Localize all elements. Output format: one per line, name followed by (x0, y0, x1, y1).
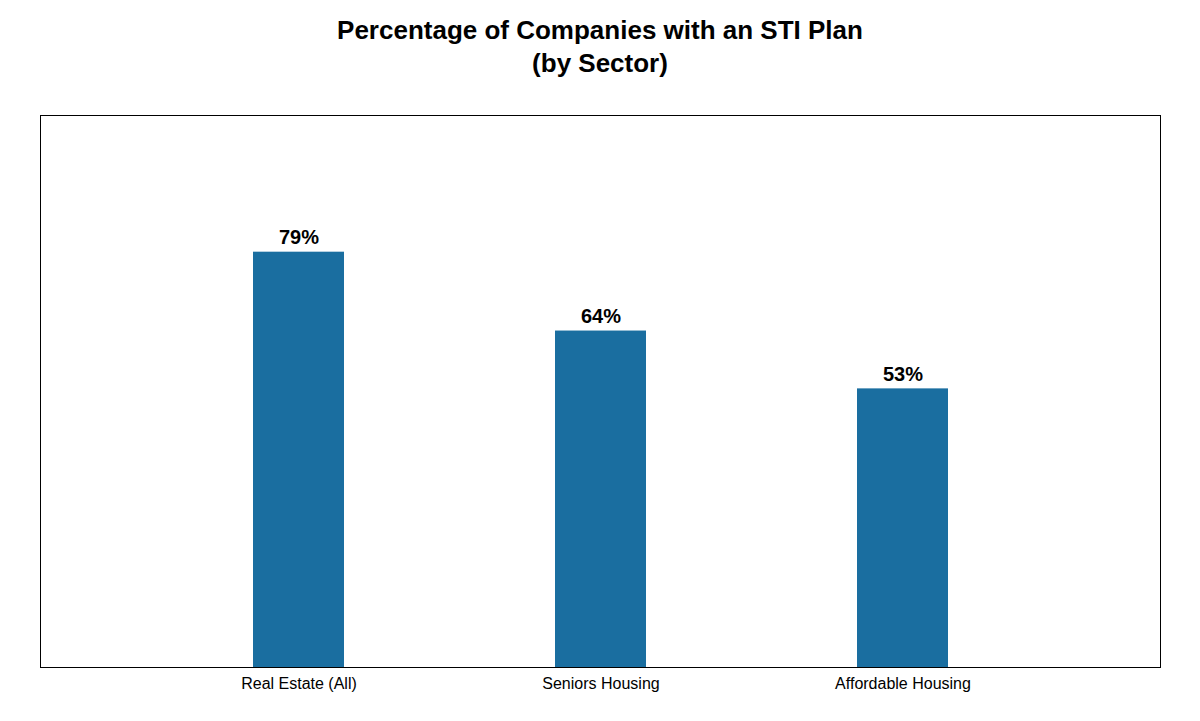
svg-text:53%: 53% (883, 363, 923, 385)
svg-text:64%: 64% (581, 305, 621, 327)
html-text:Percentage of Companies with a: Percentage of Companies with an STI Plan… (337, 15, 863, 78)
svg-text:Seniors Housing: Seniors Housing (542, 675, 659, 692)
svg-text:Affordable Housing: Affordable Housing (835, 675, 971, 692)
svg-text:79%: 79% (279, 226, 319, 248)
svg-text:Real Estate (All): Real Estate (All) (241, 675, 357, 692)
